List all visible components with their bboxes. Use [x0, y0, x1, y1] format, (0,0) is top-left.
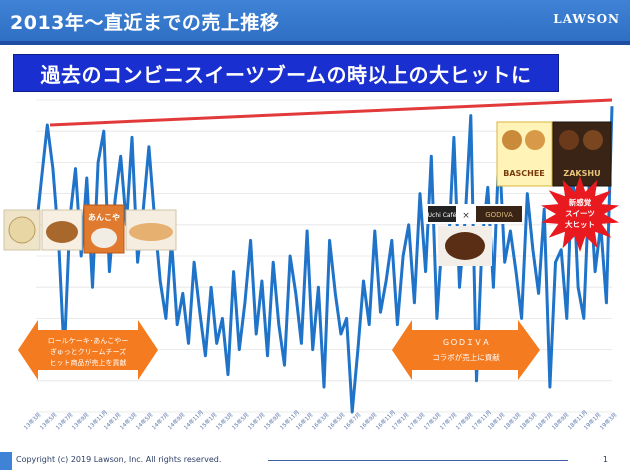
left-arrow-line-2: ぎゅっとクリームチーズ — [50, 347, 126, 356]
right-arrow-line-1: ＧＯＤＩＶＡ — [442, 338, 490, 347]
right-arrow-shape — [392, 320, 540, 380]
burst-line-1: 新感覚 — [569, 197, 592, 207]
right-arrow-line-2: コラボが売上に貢献 — [432, 352, 500, 362]
dorayaki-icon — [46, 221, 78, 243]
headline-banner: 過去のコンビニスイーツブームの時以上の大ヒットに — [13, 54, 559, 92]
copyright-text: Copyright (c) 2019 Lawson, Inc. All righ… — [16, 455, 222, 464]
footer-line — [268, 460, 568, 461]
header-divider — [0, 41, 630, 45]
burst-shape — [541, 176, 619, 252]
product-thumbnails-left: あんこや — [3, 204, 177, 254]
baschee-cake-icon — [502, 130, 522, 150]
x-axis-labels: 13年3月13年5月13年7月13年9月13年11月14年1月14年3月14年5… — [22, 408, 619, 431]
lawson-logo: LAWSON — [553, 12, 620, 26]
trend-line — [49, 98, 613, 127]
burst-line-2: スイーツ — [565, 209, 595, 218]
chocolate-roll-icon — [445, 232, 485, 260]
footer-accent — [0, 452, 12, 470]
hit-burst: 新感覚 スイーツ 大ヒット — [541, 176, 619, 252]
collab-cross: × — [462, 211, 470, 221]
cream-bread-icon — [129, 223, 173, 241]
header-bar — [0, 0, 630, 41]
daifuku-icon — [91, 228, 117, 248]
godiva-collab-image: Uchi Café × GODIVA — [426, 204, 524, 266]
godiva-logo: GODIVA — [485, 211, 513, 219]
x-tick-label: 19年3月 — [598, 411, 619, 432]
page-number: 1 — [602, 455, 608, 464]
roll-cake-icon — [8, 216, 36, 244]
sales-series-line — [34, 106, 614, 414]
left-arrow-shape — [18, 320, 158, 380]
headline-text: 過去のコンビニスイーツブームの時以上の大ヒットに — [40, 62, 532, 87]
left-arrow-line-1: ロールケーキ･あんこやー — [48, 337, 129, 345]
zakshu-cake-icon — [559, 130, 579, 150]
left-callout-arrow: ロールケーキ･あんこやー ぎゅっとクリームチーズ ヒット商品が売上を貢献 — [18, 320, 158, 380]
uchi-cafe-logo: Uchi Café — [428, 212, 457, 219]
left-arrow-line-3: ヒット商品が売上を貢献 — [50, 358, 127, 367]
right-callout-arrow: ＧＯＤＩＶＡ コラボが売上に貢献 — [392, 320, 540, 380]
annkoya-label: あんこや — [88, 212, 120, 222]
baschee-label: BASCHEE — [503, 169, 545, 178]
baschee-zakshu-image: BASCHEE ZAKSHU — [496, 121, 612, 187]
page-title: 2013年～直近までの売上推移 — [10, 12, 280, 34]
sales-chart: 13年3月13年5月13年7月13年9月13年11月14年1月14年3月14年5… — [3, 98, 619, 431]
burst-line-3: 大ヒット — [565, 219, 595, 229]
zakshu-label: ZAKSHU — [563, 169, 600, 178]
